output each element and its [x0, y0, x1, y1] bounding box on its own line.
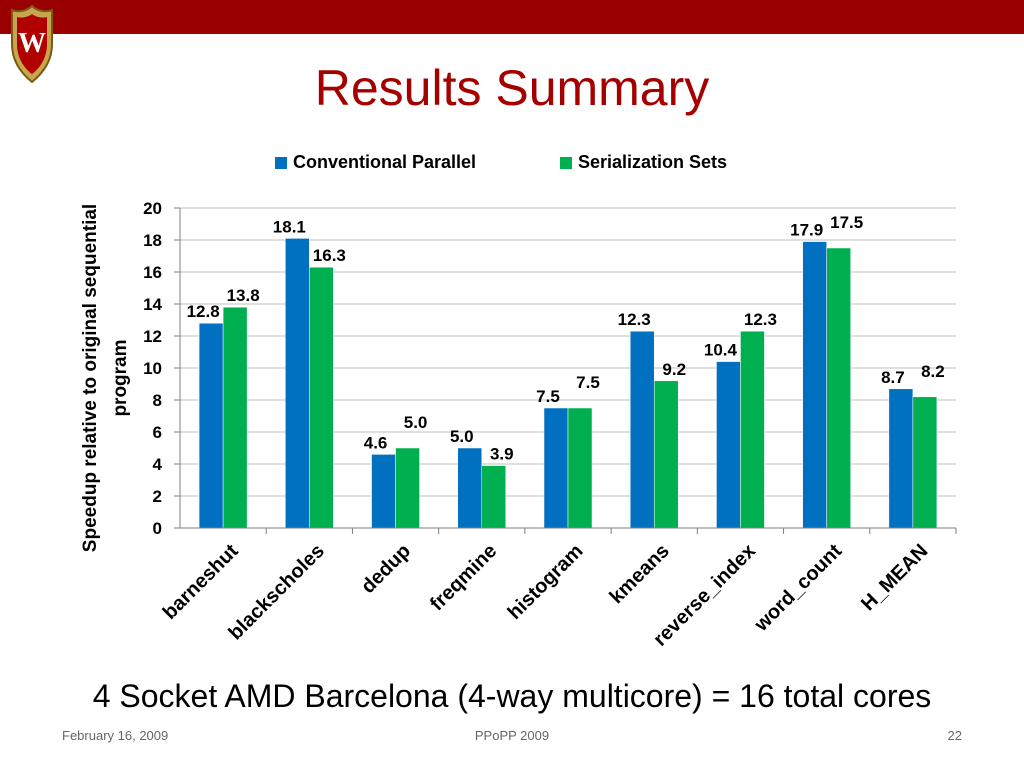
- data-label: 12.3: [618, 310, 651, 329]
- x-category-label: word_count: [750, 540, 847, 637]
- data-label: 12.8: [187, 302, 220, 321]
- y-tick-label: 14: [143, 295, 162, 314]
- bar-serialization-sets: [740, 330, 765, 529]
- legend-swatch: [275, 157, 287, 169]
- svg-text:W: W: [18, 28, 46, 59]
- y-tick-label: 0: [153, 519, 162, 538]
- data-label: 12.3: [744, 310, 777, 329]
- bar-conventional-parallel: [198, 322, 224, 529]
- y-tick-label: 2: [153, 487, 162, 506]
- header-bar: [0, 0, 1024, 34]
- data-label: 8.2: [921, 362, 945, 381]
- footer-conference: PPoPP 2009: [474, 728, 550, 743]
- legend-label: Conventional Parallel: [293, 152, 476, 172]
- bar-conventional-parallel: [457, 447, 483, 529]
- bar-conventional-parallel: [888, 388, 914, 529]
- bar-conventional-parallel: [716, 361, 741, 529]
- footer-date: February 16, 2009: [62, 728, 169, 743]
- bar-serialization-sets: [481, 465, 507, 529]
- legend-swatch: [560, 157, 572, 169]
- data-label: 17.5: [830, 213, 863, 232]
- footer-page-number: 22: [947, 728, 962, 743]
- x-category-label: freqmine: [426, 540, 501, 615]
- data-label: 3.9: [490, 445, 514, 464]
- data-label: 7.5: [536, 387, 560, 406]
- data-label: 17.9: [790, 221, 823, 240]
- data-label: 5.0: [404, 413, 428, 432]
- bar-chart: 0 2 4 6 8 10 12 14 16 18 20 12.8 13.8 barneshut 18.1 16…: [80, 152, 957, 651]
- data-label: 8.7: [881, 368, 905, 387]
- data-label: 4.6: [364, 433, 388, 452]
- data-label: 10.4: [704, 341, 738, 360]
- data-label: 9.2: [662, 360, 686, 379]
- data-label: 13.8: [227, 286, 260, 305]
- y-tick-label: 8: [153, 391, 162, 410]
- bar-conventional-parallel: [802, 241, 827, 529]
- bar-serialization-sets: [567, 407, 593, 529]
- y-tick-label: 12: [143, 327, 162, 346]
- bar-conventional-parallel: [629, 330, 655, 529]
- x-category-label: kmeans: [606, 540, 674, 608]
- y-tick-label: 4: [153, 455, 163, 474]
- university-crest-icon: W: [11, 4, 53, 84]
- bar-conventional-parallel: [285, 238, 310, 529]
- bar-serialization-sets: [395, 447, 420, 529]
- y-tick-label: 6: [153, 423, 162, 442]
- data-label: 5.0: [450, 427, 474, 446]
- y-tick-label: 16: [143, 263, 162, 282]
- slide-title: Results Summary: [314, 60, 710, 116]
- bar-serialization-sets: [653, 380, 679, 529]
- bar-serialization-sets: [826, 247, 851, 529]
- x-category-label: histogram: [504, 540, 588, 624]
- data-label: 16.3: [313, 246, 346, 265]
- y-tick-label: 18: [143, 231, 162, 250]
- y-tick-label: 20: [143, 199, 162, 218]
- bar-conventional-parallel: [371, 454, 396, 529]
- bar-serialization-sets: [222, 306, 248, 529]
- data-label: 7.5: [576, 373, 600, 392]
- x-category-label: dedup: [357, 540, 415, 598]
- slide-subtitle: 4 Socket AMD Barcelona (4-way multicore)…: [92, 678, 932, 714]
- bar-conventional-parallel: [543, 407, 569, 529]
- legend-label: Serialization Sets: [578, 152, 727, 172]
- y-axis-label: Speedup relative to original sequential: [80, 204, 101, 552]
- y-axis-label: program: [110, 339, 131, 416]
- data-label: 18.1: [273, 217, 306, 236]
- x-category-label: H_MEAN: [857, 540, 932, 615]
- bar-serialization-sets: [912, 396, 938, 529]
- y-tick-label: 10: [143, 359, 162, 378]
- bar-serialization-sets: [309, 266, 334, 529]
- x-category-label: barneshut: [159, 540, 243, 624]
